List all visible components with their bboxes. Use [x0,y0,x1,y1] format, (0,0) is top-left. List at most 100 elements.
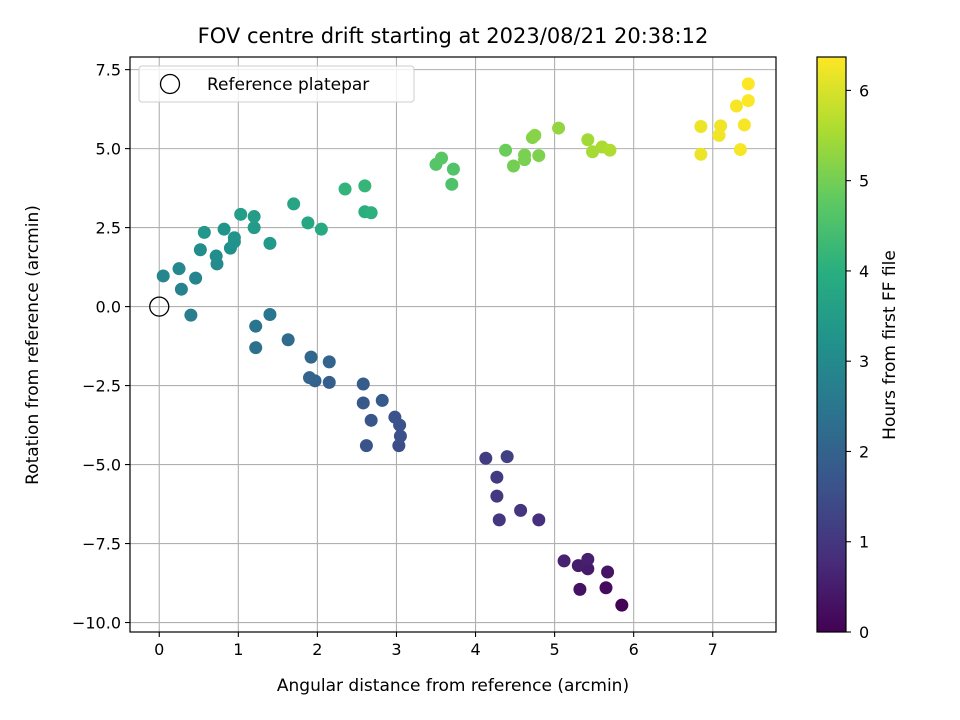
y-tick-label: 5.0 [96,140,121,159]
scatter-point [518,148,532,162]
y-axis-ticks: −10.0 −7.5 −5.0 −2.5 0.0 2.5 5.0 7.5 [72,61,130,633]
scatter-point [737,118,751,132]
x-tick-label: 2 [312,640,322,659]
scatter-point [184,308,198,322]
scatter-point [356,396,370,410]
y-axis-title: Rotation from reference (arcmin) [23,205,43,485]
x-tick-label: 4 [470,640,480,659]
scatter-point [552,121,566,135]
legend: Reference platepar [138,65,415,103]
x-tick-label: 6 [629,640,639,659]
scatter-point [479,451,493,465]
scatter-point [234,207,248,221]
legend-box [138,65,415,103]
colorbar-tick-label: 3 [859,352,869,371]
colorbar-tick-label: 1 [859,533,869,552]
scatter-point [247,210,261,224]
colorbar-tick-label: 5 [859,172,869,191]
colorbar [816,56,847,633]
scatter-point [375,393,389,407]
scatter-point [287,197,301,211]
scatter-point [499,143,513,157]
scatter-point [532,513,546,527]
scatter-point [388,410,402,424]
scatter-point [581,552,595,566]
y-tick-label: −10.0 [72,614,121,633]
colorbar-tick-label: 6 [859,81,869,100]
scatter-point [193,243,207,257]
scatter-point [359,439,373,453]
x-tick-label: 3 [391,640,401,659]
reference-platepar-marker [149,296,170,317]
x-tick-label: 5 [550,640,560,659]
scatter-point [304,350,318,364]
x-tick-label: 0 [154,640,164,659]
plot-frame [129,56,777,633]
scatter-point [445,177,459,191]
scatter-point [197,225,211,239]
scatter-point [733,143,747,157]
scatter-point [581,133,595,147]
scatter-point [514,503,528,517]
scatter-point [573,582,587,596]
chart-title: FOV centre drift starting at 2023/08/21 … [198,24,709,48]
scatter-point [490,470,504,484]
scatter-point [172,262,186,276]
scatter-point [601,565,615,579]
scatter-point [356,377,370,391]
x-axis-ticks: 0 1 2 3 4 5 6 7 [154,632,718,659]
y-tick-label: −5.0 [82,456,121,475]
reference-point-circle [149,296,170,317]
colorbar-title: Hours from first FF file [880,250,900,440]
scatter-point [615,598,629,612]
scatter-point [729,99,743,113]
scatter-point [217,222,231,236]
scatter-point [571,559,585,573]
scatter-point [249,319,263,333]
legend-label: Reference platepar [207,75,369,95]
scatter-point [189,271,203,285]
scatter-point [358,179,372,193]
scatter-point [364,206,378,220]
legend-open-circle-icon [159,73,181,95]
scatter-point [247,221,261,235]
scatter-point [435,151,449,165]
scatter-point [174,282,188,296]
scatter-point [446,162,460,176]
scatter-point [263,307,277,321]
x-tick-label: 7 [708,640,718,659]
scatter-point [249,341,263,355]
y-tick-label: −2.5 [82,377,121,396]
scatter-point [393,429,407,443]
plot-background [130,57,776,632]
colorbar-tick-label: 4 [859,262,869,281]
scatter-point [281,333,295,347]
scatter-point [302,371,316,385]
y-tick-label: −7.5 [82,535,121,554]
y-tick-label: 0.0 [96,298,121,317]
scatter-point [314,222,328,236]
scatter-point [364,413,378,427]
scatter-point [741,94,755,108]
scatter-point [500,450,514,464]
scatter-point [227,231,241,245]
scatter-point [338,182,352,196]
x-tick-label: 1 [233,640,243,659]
scatter-point [694,120,708,134]
x-axis-title: Angular distance from reference (arcmin) [277,676,629,696]
scatter-point [156,269,170,283]
scatter-point [694,147,708,161]
scatter-point [263,236,277,250]
scatter-point [741,77,755,91]
scatter-point [322,355,336,369]
scatter-point [506,159,520,173]
colorbar-tick-label: 2 [859,442,869,461]
scatter-point [557,554,571,568]
scatter-point [714,119,728,133]
scatter-point [209,249,223,263]
scatter-point [492,513,506,527]
scatter-point [528,128,542,142]
colorbar-ticks: 0 1 2 3 4 5 6 [846,81,869,642]
scatter-point [532,149,546,163]
colorbar-tick-label: 0 [859,623,869,642]
